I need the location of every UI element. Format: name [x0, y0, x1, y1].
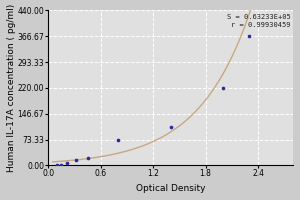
- Point: [168, 125, 173, 128]
- Point: [221, 86, 226, 89]
- Point: [116, 138, 121, 141]
- Point: [74, 159, 79, 162]
- Point: [59, 164, 64, 167]
- Point: [85, 156, 90, 159]
- Text: S = 0.63233E+05
r = 0.99930459: S = 0.63233E+05 r = 0.99930459: [227, 14, 291, 28]
- Y-axis label: Human IL-17A concentration ( pg/ml): Human IL-17A concentration ( pg/ml): [7, 4, 16, 172]
- Point: [65, 161, 70, 164]
- Point: [55, 164, 59, 167]
- X-axis label: Optical Density: Optical Density: [136, 184, 206, 193]
- Point: [247, 35, 252, 38]
